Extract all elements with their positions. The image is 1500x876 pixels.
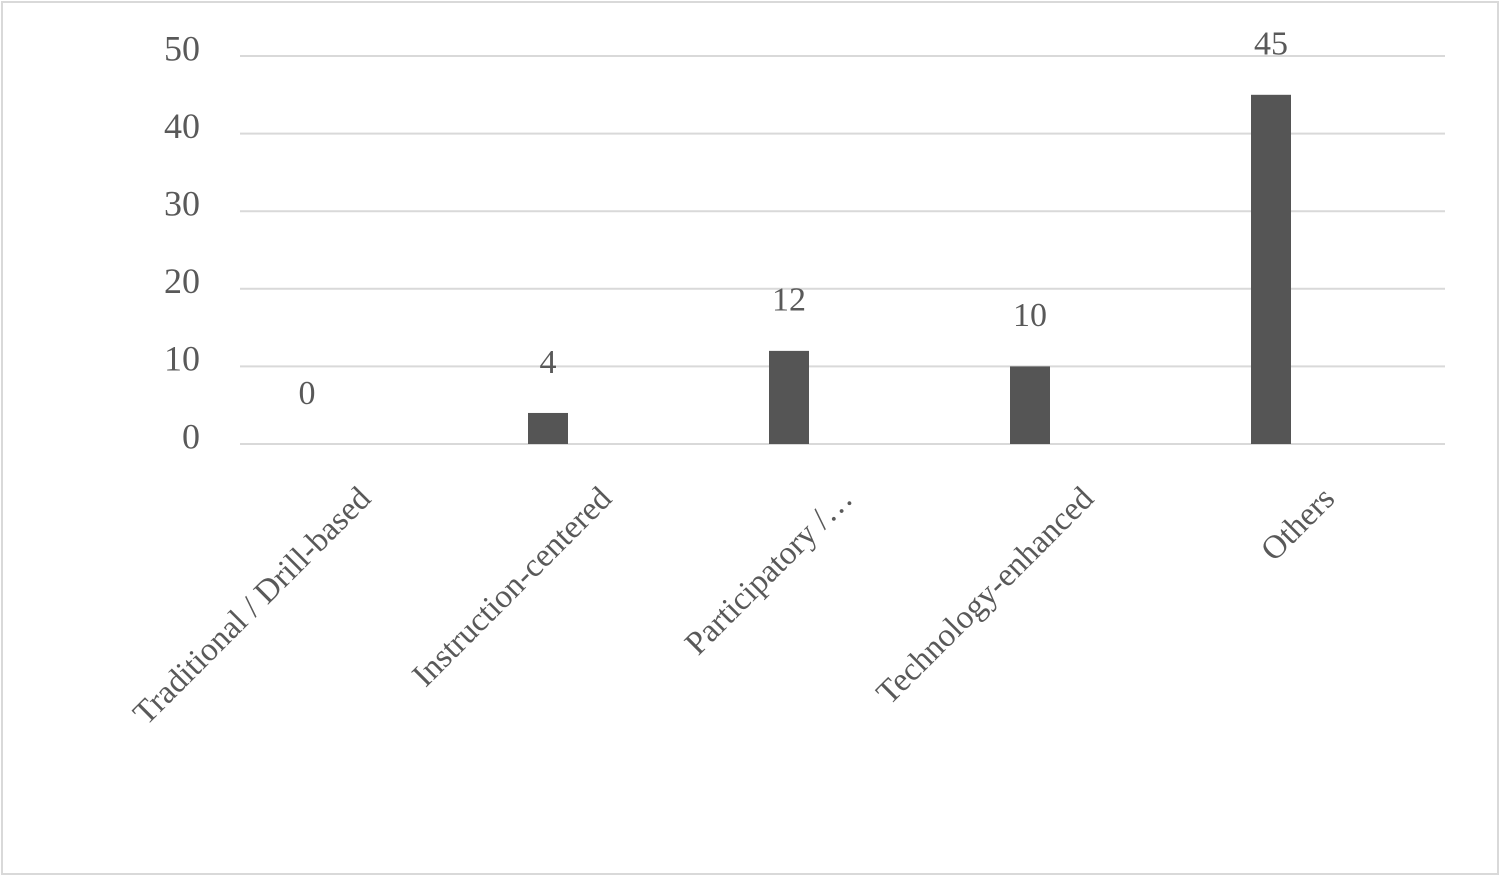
y-tick-label: 30 (164, 183, 200, 223)
bar (1251, 94, 1291, 445)
y-tick-label: 40 (164, 106, 200, 146)
bar (528, 412, 568, 444)
y-tick-label: 0 (182, 416, 200, 456)
y-tick-label: 20 (164, 261, 200, 301)
bar (769, 350, 809, 444)
y-tick-label: 10 (164, 339, 200, 379)
bar (1010, 366, 1050, 444)
data-label: 12 (772, 282, 806, 319)
data-label: 45 (1254, 26, 1288, 63)
data-label: 0 (299, 375, 316, 412)
y-tick-label: 50 (164, 28, 200, 68)
data-label: 10 (1013, 297, 1047, 334)
data-label: 4 (540, 344, 557, 381)
